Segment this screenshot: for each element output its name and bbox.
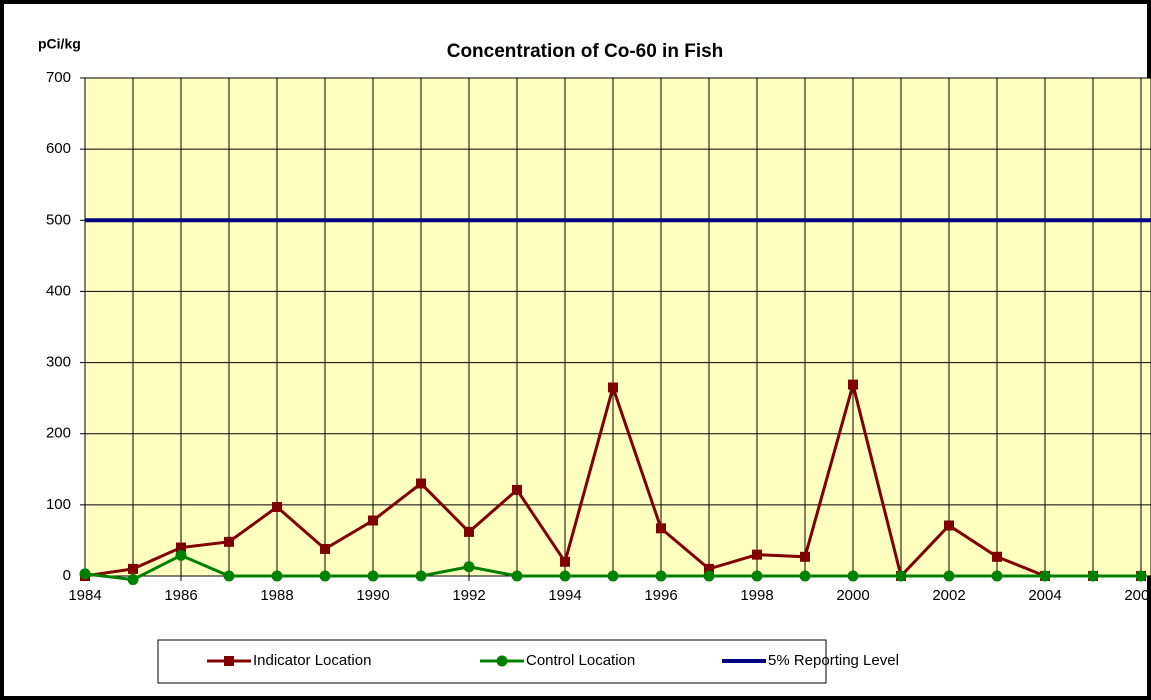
marker — [848, 379, 858, 390]
marker — [656, 523, 666, 534]
marker — [416, 478, 426, 489]
marker — [463, 561, 475, 573]
y-tick-label: 200 — [46, 425, 71, 442]
marker — [79, 568, 91, 580]
marker — [511, 570, 523, 582]
marker — [1087, 570, 1099, 582]
marker — [1039, 570, 1051, 582]
marker — [271, 570, 283, 582]
marker — [415, 570, 427, 582]
marker — [560, 556, 570, 567]
marker — [703, 570, 715, 582]
marker — [223, 570, 235, 582]
x-tick-label: 1992 — [452, 587, 485, 604]
marker — [751, 570, 763, 582]
y-tick-label: 300 — [46, 354, 71, 371]
x-tick-label: 2006 — [1124, 587, 1151, 604]
x-tick-label: 2002 — [932, 587, 965, 604]
marker — [464, 526, 474, 537]
marker — [320, 543, 330, 554]
marker — [175, 549, 187, 561]
x-tick-label: 2004 — [1028, 587, 1061, 604]
x-tick-label: 1994 — [548, 587, 581, 604]
marker — [127, 574, 139, 586]
marker — [367, 570, 379, 582]
marker — [272, 501, 282, 512]
marker — [559, 570, 571, 582]
marker — [704, 563, 714, 574]
marker — [992, 551, 1002, 562]
y-tick-label: 0 — [63, 567, 71, 584]
x-tick-label: 1998 — [740, 587, 773, 604]
y-tick-label: 700 — [46, 69, 71, 86]
y-tick-label: 500 — [46, 211, 71, 228]
marker — [847, 570, 859, 582]
x-tick-label: 1990 — [356, 587, 389, 604]
marker — [655, 570, 667, 582]
y-tick-label: 400 — [46, 282, 71, 299]
plot-background — [84, 77, 1151, 577]
marker — [512, 484, 522, 495]
y-tick-label: 600 — [46, 140, 71, 157]
y-tick-label: 100 — [46, 496, 71, 513]
marker — [944, 520, 954, 531]
marker — [176, 542, 186, 553]
x-tick-label: 2000 — [836, 587, 869, 604]
marker — [608, 382, 618, 393]
marker — [895, 570, 907, 582]
marker — [319, 570, 331, 582]
x-tick-label: 1988 — [260, 587, 293, 604]
marker — [991, 570, 1003, 582]
legend-label: 5% Reporting Level — [768, 652, 899, 669]
marker — [607, 570, 619, 582]
marker — [800, 551, 810, 562]
chart-title: Concentration of Co-60 in Fish — [447, 41, 724, 62]
marker — [799, 570, 811, 582]
legend-label: Indicator Location — [253, 652, 371, 669]
marker — [1135, 570, 1147, 582]
legend-entries: Indicator Location Control Location 5% Rep… — [207, 652, 899, 669]
marker — [128, 563, 138, 574]
marker — [224, 656, 234, 666]
marker — [496, 655, 508, 667]
x-tick-label: 1984 — [68, 587, 101, 604]
marker — [368, 515, 378, 526]
legend-label: Control Location — [526, 652, 635, 669]
marker — [943, 570, 955, 582]
y-axis-label: pCi/kg — [38, 36, 81, 52]
x-tick-label: 1996 — [644, 587, 677, 604]
x-tick-label: 1986 — [164, 587, 197, 604]
plot-area: 0 100 200 300 400 500 600 700 1984 1986 1988 1990 19… — [46, 69, 1151, 604]
marker — [224, 536, 234, 547]
marker — [752, 549, 762, 560]
